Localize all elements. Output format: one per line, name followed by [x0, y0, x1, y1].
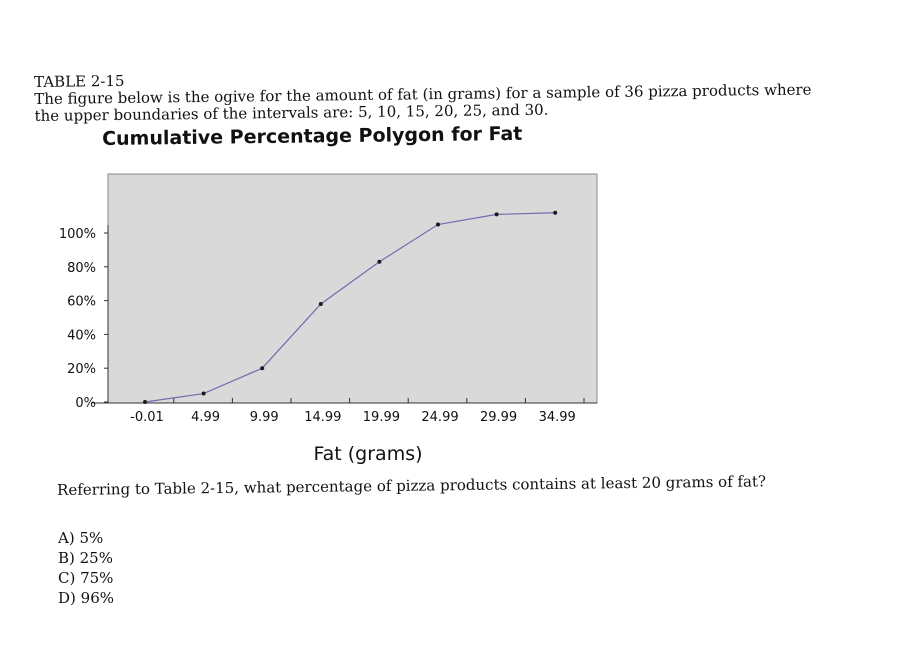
data-point	[553, 210, 558, 215]
y-tick-label: 100%	[59, 227, 96, 242]
y-tick-label: 40%	[67, 328, 96, 343]
x-tick-label: 29.99	[480, 410, 517, 425]
data-point	[377, 259, 382, 264]
x-tick-label: 19.99	[363, 410, 400, 425]
data-point	[201, 391, 206, 396]
y-tick-label: 20%	[67, 362, 96, 377]
answer-choices: A) 5% B) 25% C) 75% D) 96%	[58, 528, 114, 608]
data-point	[494, 212, 499, 217]
data-point	[318, 301, 323, 306]
data-point-group	[143, 210, 558, 404]
choice-c: C) 75%	[58, 569, 114, 587]
choice-b: B) 25%	[58, 549, 113, 567]
y-tick-label: 0%	[75, 396, 96, 411]
choice-a: A) 5%	[58, 529, 104, 547]
data-point	[143, 400, 147, 404]
y-tick-label: 60%	[67, 295, 96, 310]
cumulative-percentage-line	[144, 212, 556, 403]
choice-d: D) 96%	[58, 589, 114, 607]
x-tick-label: 9.99	[250, 410, 279, 425]
y-tick-label: 80%	[67, 261, 96, 276]
data-point	[260, 366, 265, 371]
x-tick-label: 14.99	[304, 410, 341, 425]
x-tick-label: -0.01	[130, 410, 164, 425]
x-tick-group: -0.01 4.99 9.99 14.99 19.99 24.99 29.99 34.99	[130, 398, 585, 425]
plot-area	[107, 173, 598, 404]
data-point	[436, 222, 440, 227]
x-tick-label: 34.99	[539, 410, 576, 425]
x-axis-label: Fat (grams)	[313, 443, 422, 465]
y-tick-group: 0% 20% 40% 60% 80% 100%	[59, 227, 108, 411]
x-tick-label: 24.99	[421, 410, 458, 425]
x-tick-label: 4.99	[191, 410, 220, 425]
